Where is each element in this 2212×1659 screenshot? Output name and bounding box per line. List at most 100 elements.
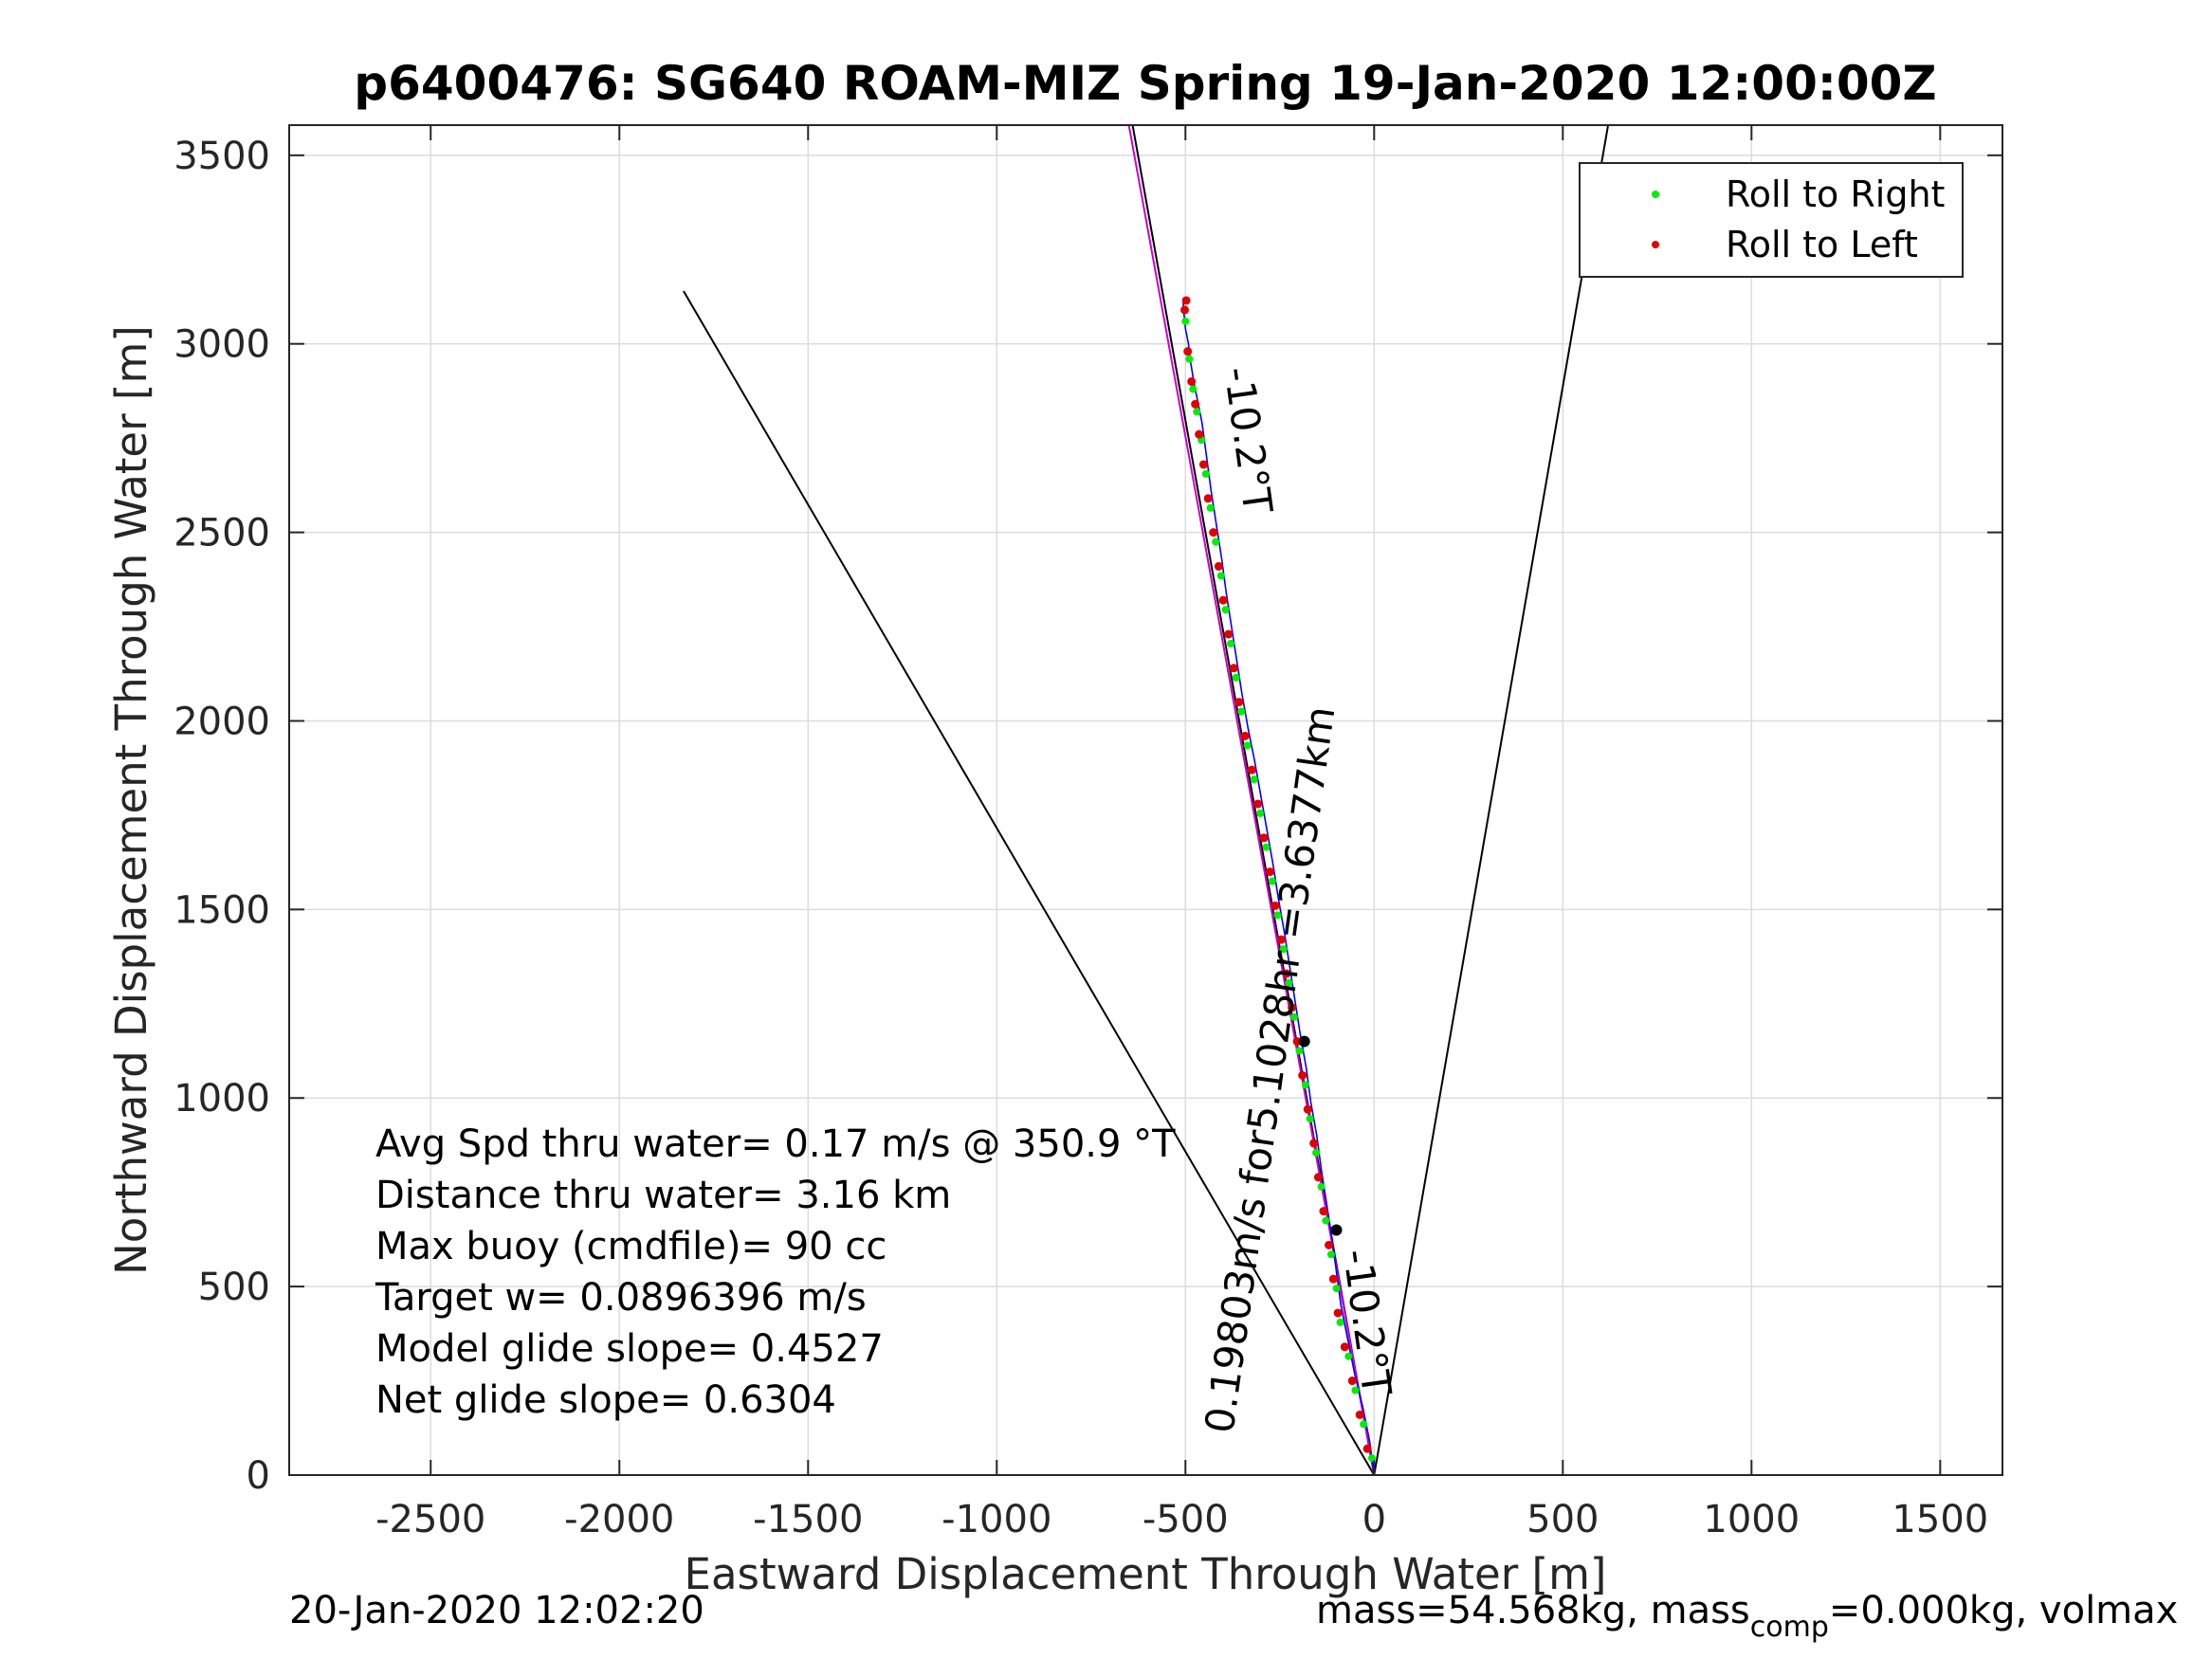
roll-right-point bbox=[1206, 503, 1215, 512]
roll-right-point bbox=[1216, 572, 1225, 580]
roll-right-point bbox=[1332, 1285, 1341, 1293]
current-marker bbox=[1298, 1035, 1310, 1048]
x-tick-label-6: 500 bbox=[1526, 1498, 1599, 1541]
roll-right-point bbox=[1326, 1250, 1335, 1259]
footer-timestamp: 20-Jan-2020 12:02:20 bbox=[289, 1589, 704, 1632]
roll-left-point bbox=[1333, 1308, 1343, 1318]
y-tick-label-0: 0 bbox=[247, 1454, 270, 1498]
roll-right-point bbox=[1221, 606, 1230, 614]
x-tick-label-2: -1500 bbox=[753, 1498, 863, 1541]
roll-right-point bbox=[1295, 1047, 1304, 1055]
roll-right-point bbox=[1262, 843, 1271, 851]
roll-right-point bbox=[1306, 1115, 1314, 1123]
roll-left-point bbox=[1209, 528, 1218, 538]
roll-left-point bbox=[1181, 296, 1191, 305]
current-marker bbox=[1330, 1224, 1343, 1236]
stat-net-glide: Net glide slope= 0.6304 bbox=[375, 1378, 836, 1422]
roll-left-point bbox=[1183, 347, 1193, 356]
roll-right-point bbox=[1193, 408, 1201, 416]
roll-right-point bbox=[1317, 1182, 1325, 1191]
roll-left-point bbox=[1347, 1376, 1357, 1386]
roll-right-point bbox=[1243, 741, 1252, 750]
legend: Roll to Right Roll to Left bbox=[1579, 162, 1964, 278]
roll-right-point bbox=[1212, 538, 1220, 546]
footer-mass-prefix: mass=54.568kg, mass bbox=[1316, 1589, 1750, 1632]
roll-left-point bbox=[1298, 1070, 1307, 1080]
roll-left-point bbox=[1179, 305, 1189, 315]
bound-right bbox=[1373, 124, 1610, 1476]
roll-right-point bbox=[1256, 809, 1265, 817]
ticks bbox=[289, 125, 2002, 1476]
roll-left-point bbox=[1224, 629, 1234, 639]
roll-right-point bbox=[1301, 1081, 1309, 1089]
roll-left-point bbox=[1319, 1207, 1328, 1216]
roll-right-point bbox=[1351, 1386, 1360, 1395]
tick-labels: -2500 -2000 -1500 -1000 -500 0 500 1000 1500 0 500… bbox=[174, 135, 1988, 1541]
x-tick-label-0: -2500 bbox=[375, 1498, 485, 1541]
x-tick-label-4: -500 bbox=[1143, 1498, 1229, 1541]
x-axis-label: Eastward Displacement Through Water [m] bbox=[685, 1549, 1607, 1599]
roll-left-point bbox=[1240, 731, 1250, 740]
roll-left-point bbox=[1253, 799, 1263, 809]
x-tick-label-1: -2000 bbox=[564, 1498, 674, 1541]
axes-box bbox=[288, 124, 2003, 1476]
y-tick-label-1: 500 bbox=[198, 1266, 270, 1309]
roll-left-point bbox=[1259, 833, 1269, 843]
y-axis-label: Northward Displacement Through Water [m] bbox=[106, 325, 156, 1275]
y-tick-label-2: 1000 bbox=[174, 1077, 270, 1121]
roll-right-point bbox=[1268, 877, 1276, 885]
y-tick-label-7: 3500 bbox=[174, 135, 270, 178]
x-tick-label-7: 1000 bbox=[1703, 1498, 1800, 1541]
roll-left-point bbox=[1313, 1173, 1323, 1182]
x-tick-label-8: 1500 bbox=[1892, 1498, 1988, 1541]
roll-right-point bbox=[1232, 673, 1240, 682]
legend-label-roll-right: Roll to Right bbox=[1726, 173, 1945, 215]
stat-avg-speed: Avg Spd thru water= 0.17 m/s @ 350.9 °T bbox=[375, 1122, 1176, 1166]
bound-left bbox=[683, 290, 1376, 1476]
roll-left-point bbox=[1282, 969, 1291, 978]
legend-marker-roll-left bbox=[1652, 241, 1659, 248]
stats-block: Avg Spd thru water= 0.17 m/s @ 350.9 °T … bbox=[375, 1122, 1176, 1422]
stat-target-w: Target w= 0.0896396 m/s bbox=[375, 1276, 867, 1320]
footer-mass-subscript: comp bbox=[1750, 1611, 1829, 1644]
stat-max-buoy: Max buoy (cmdfile)= 90 cc bbox=[375, 1225, 887, 1268]
roll-left-point bbox=[1191, 399, 1200, 409]
roll-right-point bbox=[1181, 317, 1190, 325]
plot-area bbox=[289, 125, 2002, 1475]
roll-right-point bbox=[1189, 385, 1197, 393]
y-tick-label-6: 3000 bbox=[174, 323, 270, 367]
roll-left-point bbox=[1328, 1274, 1338, 1284]
stat-model-glide: Model glide slope= 0.4527 bbox=[375, 1327, 884, 1371]
roll-right-point bbox=[1360, 1420, 1368, 1429]
footer-mass-suffix: =0.000kg, volmax bbox=[1829, 1589, 2178, 1632]
roll-left-point bbox=[1362, 1444, 1372, 1453]
points bbox=[1179, 296, 1376, 1463]
roll-left-point bbox=[1229, 664, 1238, 673]
chart-title: p6400476: SG640 ROAM-MIZ Spring 19-Jan-2… bbox=[354, 56, 1936, 111]
y-tick-label-3: 1500 bbox=[174, 888, 270, 932]
legend-label-roll-left: Roll to Left bbox=[1726, 224, 1918, 265]
roll-right-point bbox=[1185, 355, 1194, 363]
roll-right-point bbox=[1344, 1352, 1353, 1360]
roll-left-point bbox=[1355, 1410, 1364, 1419]
roll-left-point bbox=[1195, 429, 1204, 439]
roll-left-point bbox=[1234, 698, 1244, 707]
roll-left-point bbox=[1276, 935, 1286, 944]
roll-right-point bbox=[1279, 945, 1288, 954]
roll-left-point bbox=[1288, 1003, 1297, 1012]
roll-left-point bbox=[1271, 901, 1280, 910]
roll-right-point bbox=[1336, 1318, 1344, 1326]
roll-left-point bbox=[1265, 867, 1274, 877]
roll-right-point bbox=[1250, 775, 1258, 784]
stat-distance: Distance thru water= 3.16 km bbox=[375, 1174, 951, 1217]
roll-left-point bbox=[1198, 460, 1208, 469]
roll-right-point bbox=[1273, 911, 1282, 920]
roll-left-point bbox=[1203, 494, 1213, 503]
roll-right-point bbox=[1322, 1216, 1330, 1225]
roll-left-point bbox=[1325, 1240, 1334, 1249]
roll-right-point bbox=[1227, 639, 1235, 647]
roll-left-point bbox=[1309, 1139, 1319, 1148]
legend-marker-roll-right bbox=[1652, 191, 1659, 198]
footer-mass: mass=54.568kg, masscomp=0.000kg, volmax bbox=[1316, 1589, 2178, 1644]
y-tick-label-4: 2000 bbox=[174, 700, 270, 743]
